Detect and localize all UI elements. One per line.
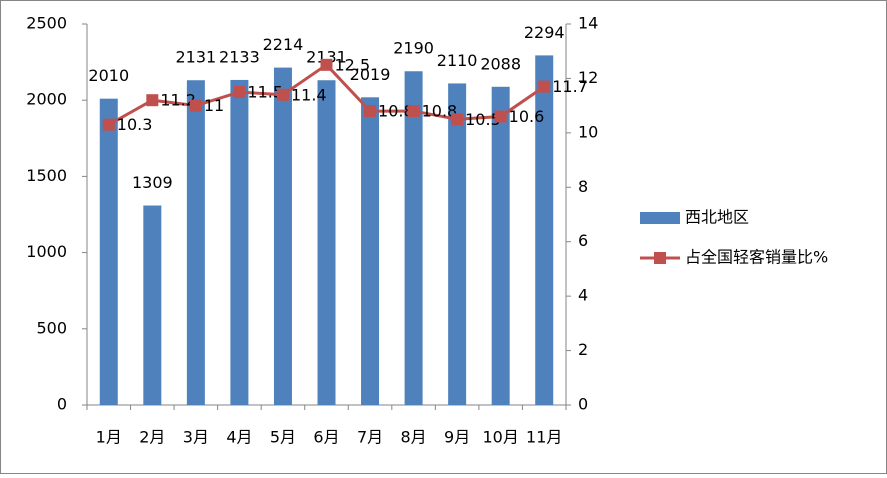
x-tick-label: 5月	[270, 428, 296, 447]
bar	[404, 71, 423, 405]
bar	[143, 205, 162, 405]
line-value-label: 11.2	[160, 91, 196, 110]
line-value-label: 11.7	[552, 77, 588, 96]
bar-value-label: 2110	[437, 51, 478, 70]
line-value-label: 11	[204, 96, 224, 115]
x-tick-label: 11月	[526, 428, 562, 447]
line-value-label: 12.5	[335, 55, 371, 74]
bar-value-label: 1309	[132, 173, 173, 192]
bar-value-label: 2133	[219, 47, 260, 66]
y2-tick-label: 10	[578, 122, 598, 141]
legend-label: 西北地区	[685, 208, 749, 227]
line-marker	[276, 88, 289, 101]
x-tick-label: 1月	[96, 428, 122, 447]
legend-swatch	[640, 212, 680, 224]
y-tick-label: 1000	[26, 242, 67, 261]
x-tick-label: 10月	[482, 428, 518, 447]
bar	[535, 55, 554, 405]
y2-tick-label: 14	[578, 14, 598, 33]
bar	[230, 79, 249, 406]
line-marker	[146, 94, 159, 107]
x-tick-label: 2月	[139, 428, 165, 447]
bar-value-label: 2294	[524, 23, 565, 42]
line-marker	[102, 118, 115, 131]
line-value-label: 11.5	[247, 83, 283, 102]
bar	[491, 86, 510, 405]
bar-value-label: 2088	[480, 54, 521, 73]
line-value-label: 10.3	[117, 115, 153, 134]
bar-value-label: 2190	[393, 39, 434, 58]
x-tick-label: 3月	[183, 428, 209, 447]
line-marker	[233, 86, 246, 99]
line-marker	[451, 113, 464, 126]
line-value-label: 10.6	[509, 107, 545, 126]
y-tick-label: 0	[57, 395, 67, 414]
bar	[273, 67, 292, 406]
legend-swatch	[654, 252, 666, 264]
line-marker	[189, 99, 202, 112]
y-tick-label: 1500	[26, 166, 67, 185]
bar	[317, 80, 336, 406]
bar-value-label: 2019	[350, 65, 391, 84]
bar	[99, 98, 118, 406]
line-marker	[364, 105, 377, 118]
bar	[361, 97, 380, 406]
x-tick-label: 4月	[226, 428, 252, 447]
y2-tick-label: 8	[578, 177, 588, 196]
x-tick-label: 6月	[313, 428, 339, 447]
bar	[186, 80, 205, 406]
bar-value-label: 2010	[88, 66, 129, 85]
y2-tick-label: 12	[578, 68, 598, 87]
bar	[448, 83, 467, 405]
y2-tick-label: 6	[578, 231, 588, 250]
legend-label: 占全国轻客销量比%	[685, 248, 828, 267]
x-tick-label: 7月	[357, 428, 383, 447]
line-value-label: 10.5	[465, 110, 501, 129]
y2-tick-label: 4	[578, 286, 588, 305]
line-value-label: 10.8	[422, 102, 458, 121]
bar-value-label: 2131	[176, 48, 217, 67]
x-tick-label: 8月	[400, 428, 426, 447]
line-marker	[407, 105, 420, 118]
y-tick-label: 2000	[26, 90, 67, 109]
y2-tick-label: 2	[578, 340, 588, 359]
y-tick-label: 2500	[26, 14, 67, 33]
x-tick-label: 9月	[444, 428, 470, 447]
line-marker	[320, 58, 333, 71]
line-marker	[494, 110, 507, 123]
line-value-label: 10.8	[378, 102, 414, 121]
line-value-label: 11.4	[291, 85, 327, 104]
bar-value-label: 2214	[263, 35, 304, 54]
y-tick-label: 500	[36, 318, 67, 337]
bar-value-label: 2131	[306, 48, 347, 67]
y2-tick-label: 0	[578, 395, 588, 414]
line-marker	[538, 80, 551, 93]
